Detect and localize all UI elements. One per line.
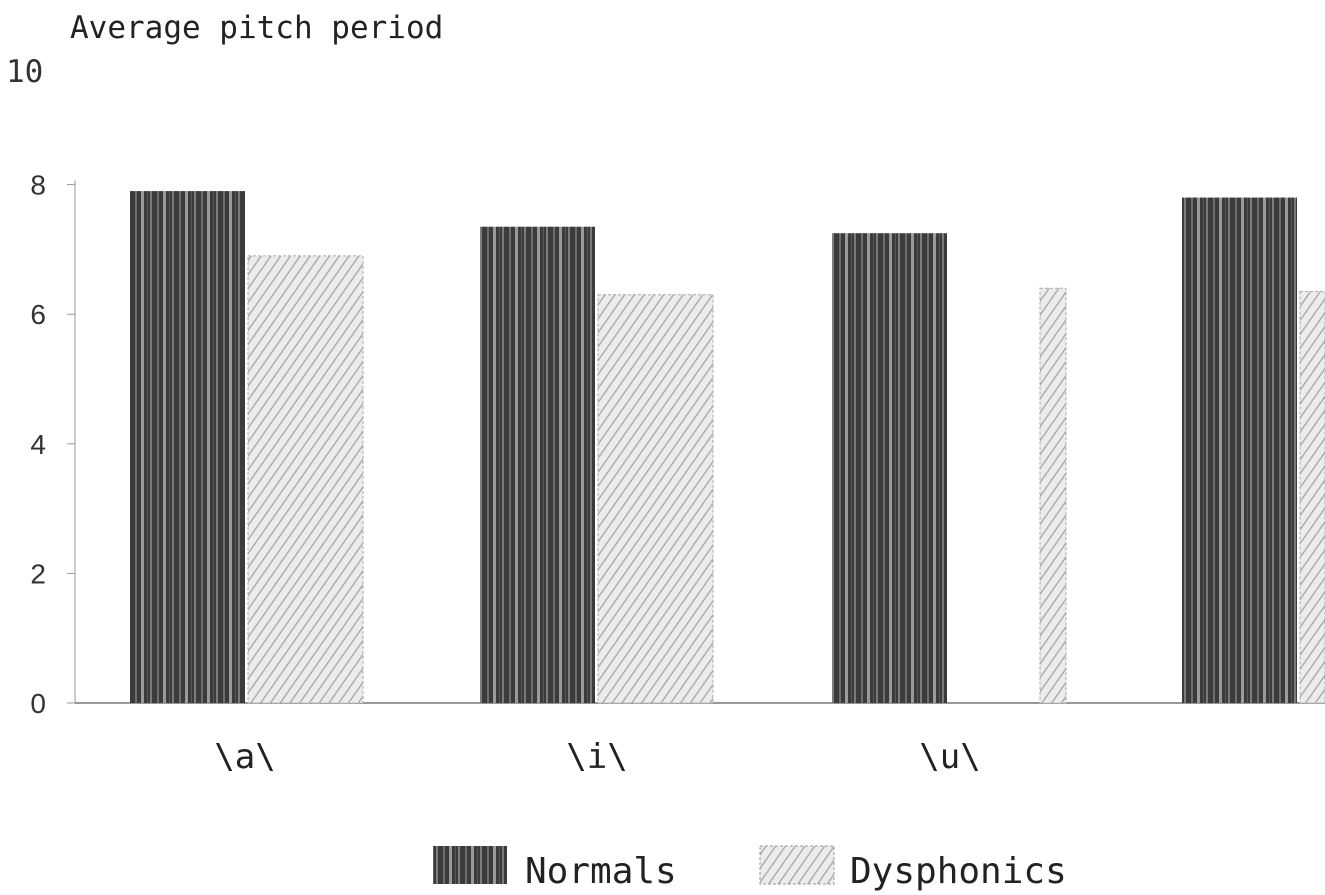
legend-swatch-normals: [433, 846, 507, 884]
bar-normals: [832, 233, 947, 703]
x-tick-label: \a\: [214, 737, 275, 777]
legend-label-normals: Normals: [525, 851, 677, 892]
bar-dysphonics: [1299, 291, 1325, 704]
y-tick-label: 6: [30, 299, 46, 330]
bar-dysphonics: [1039, 287, 1067, 704]
y-tick-group: 0 2 4 6 8 10: [6, 54, 75, 719]
y-tick-label: 0: [30, 688, 46, 719]
bar-dysphonics: [597, 294, 714, 704]
y-tick-label: 8: [30, 170, 46, 201]
legend-swatch-dysphonics: [759, 845, 835, 885]
bars-group: [130, 191, 1325, 704]
legend: Normals Dysphonics: [433, 845, 1067, 892]
x-tick-label: \u\: [919, 737, 980, 777]
bar-normals: [1182, 197, 1297, 703]
legend-label-dysphonics: Dysphonics: [850, 851, 1067, 892]
x-tick-label: \i\: [566, 737, 627, 777]
bar-normals: [480, 226, 595, 703]
y-tick-label: 2: [30, 558, 46, 589]
bar-normals: [130, 191, 245, 703]
chart-title: Average pitch period: [70, 10, 443, 46]
x-tick-labels: \a\ \i\ \u\: [214, 737, 980, 777]
bar-dysphonics: [247, 255, 364, 704]
y-tick-label: 10: [6, 54, 43, 90]
y-tick-label: 4: [30, 429, 46, 460]
